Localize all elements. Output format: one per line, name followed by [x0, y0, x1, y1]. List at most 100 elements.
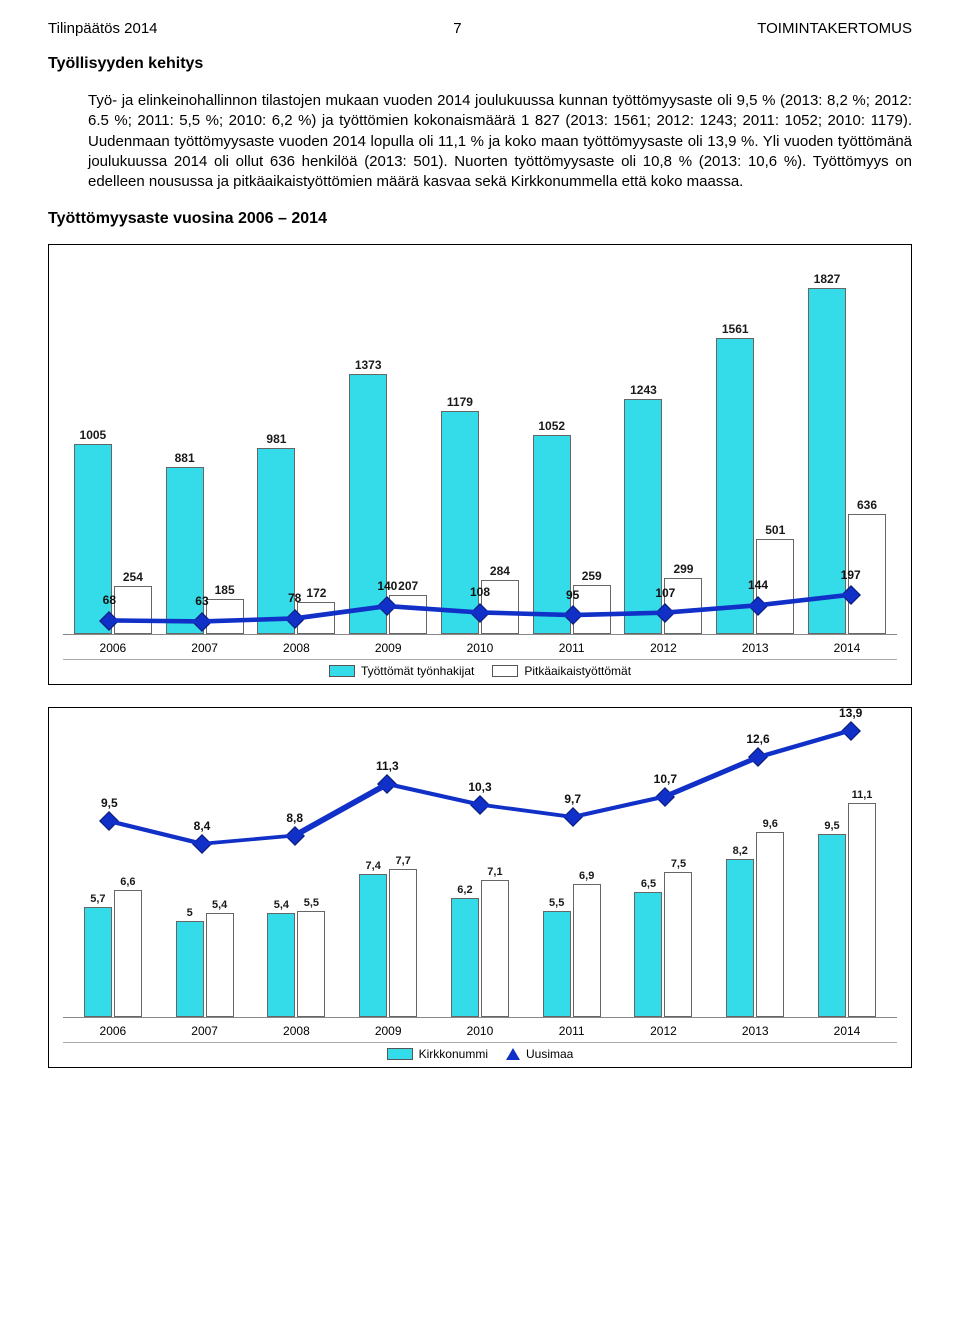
page-header: Tilinpäätös 2014 7 TOIMINTAKERTOMUS [48, 20, 912, 37]
line-value: 197 [841, 568, 861, 582]
bar-label: 1827 [814, 272, 841, 286]
bar-label: 6,2 [457, 884, 472, 896]
year-group: 6,57,5 [634, 718, 692, 1017]
bar-label: 636 [857, 498, 877, 512]
year-group: 1373 207 [349, 255, 427, 634]
line-value: 13,9 [839, 706, 862, 720]
bar-label: 1243 [630, 383, 657, 397]
bar-a [257, 448, 295, 634]
header-right: TOIMINTAKERTOMUS [757, 20, 912, 37]
bar-label: 6,6 [120, 876, 135, 888]
line-value: 8,8 [286, 811, 303, 825]
line-value: 8,4 [194, 819, 211, 833]
swatch-a [329, 665, 355, 677]
year-group: 5,7 6,6 [84, 718, 142, 1017]
bar-a [84, 907, 112, 1017]
bar-label: 5,5 [304, 897, 319, 909]
line-value: 107 [655, 586, 675, 600]
bar-label: 1005 [80, 428, 107, 442]
line-value: 10,7 [654, 772, 677, 786]
bar-a [818, 834, 846, 1017]
bar-label: 185 [215, 583, 235, 597]
x-tick: 2011 [532, 641, 612, 655]
chart-title: Työttömyysaste vuosina 2006 – 2014 [48, 210, 912, 228]
bar-b [848, 803, 876, 1017]
bar-a [533, 435, 571, 634]
bar-label: 254 [123, 570, 143, 584]
x-tick: 2014 [807, 641, 887, 655]
x-tick: 2006 [73, 1024, 153, 1038]
bar-label: 1561 [722, 322, 749, 336]
bar-a [441, 411, 479, 634]
x-tick: 2007 [165, 1024, 245, 1038]
line-value: 11,3 [376, 759, 399, 773]
bar-label: 1373 [355, 358, 382, 372]
bar-label: 6,5 [641, 878, 656, 890]
bar-a [267, 913, 295, 1017]
bar-label: 207 [398, 579, 418, 593]
year-group: 9,511,1 [818, 718, 876, 1017]
swatch-b [492, 665, 518, 677]
legend2-label-a: Kirkkonummi [419, 1047, 488, 1061]
bar-label: 299 [673, 562, 693, 576]
year-group: 55,4 [176, 718, 234, 1017]
year-group: 1052 259 [533, 255, 611, 634]
x-tick: 2012 [623, 641, 703, 655]
x-tick: 2006 [73, 641, 153, 655]
bar-a [726, 859, 754, 1017]
bar-label: 5,7 [90, 893, 105, 905]
year-group: 981 172 [257, 255, 335, 634]
bar-a [166, 467, 204, 634]
year-group: 1005 254 [74, 255, 152, 634]
line-value: 78 [288, 591, 301, 605]
year-group: 881 185 [166, 255, 244, 634]
bar-label: 172 [306, 586, 326, 600]
x-tick: 2009 [348, 641, 428, 655]
chart2-legend: Kirkkonummi Uusimaa [63, 1042, 897, 1063]
year-group: 6,2 7,1 [451, 718, 509, 1017]
bar-b [114, 586, 152, 634]
bar-label: 981 [266, 432, 286, 446]
body-paragraph: Työ- ja elinkeinohallinnon tilastojen mu… [88, 91, 912, 192]
bar-label: 7,7 [396, 855, 411, 867]
bar-label: 9,5 [824, 820, 839, 832]
bar-label: 259 [582, 569, 602, 583]
bar-a [543, 911, 571, 1017]
legend-item-a: Työttömät työnhakijat [329, 664, 474, 678]
bar-b [206, 913, 234, 1017]
chart1-frame: 1005254688811856398117278137320714011792… [48, 244, 912, 685]
chart2-frame: 5,76,69,555,48,45,45,58,87,47,711,36,27,… [48, 707, 912, 1068]
bar-label: 5 [187, 907, 193, 919]
bar-label: 284 [490, 564, 510, 578]
bar-a [808, 288, 846, 634]
header-page: 7 [453, 20, 461, 37]
bar-label: 9,6 [763, 818, 778, 830]
bar-a [176, 921, 204, 1018]
section-title: Työllisyyden kehitys [48, 55, 912, 73]
x-tick: 2007 [165, 641, 245, 655]
bar-label: 7,1 [487, 866, 502, 878]
x-tick: 2010 [440, 641, 520, 655]
bar-label: 501 [765, 523, 785, 537]
line-value: 12,6 [746, 732, 769, 746]
line-value: 68 [103, 593, 116, 607]
line-value: 108 [470, 585, 490, 599]
bar-label: 1052 [538, 419, 565, 433]
chart2-area: 5,76,69,555,48,45,45,58,87,47,711,36,27,… [63, 718, 897, 1018]
bar-label: 5,4 [212, 899, 227, 911]
x-tick: 2014 [807, 1024, 887, 1038]
year-group: 5,56,9 [543, 718, 601, 1017]
x-tick: 2010 [440, 1024, 520, 1038]
bar-label: 7,4 [366, 860, 381, 872]
bar-label: 881 [175, 451, 195, 465]
chart2-xaxis: 200620072008200920102011201220132014 [63, 1018, 897, 1042]
bar-label: 5,4 [274, 899, 289, 911]
header-left: Tilinpäätös 2014 [48, 20, 158, 37]
line-value: 63 [195, 594, 208, 608]
bar-a [359, 874, 387, 1017]
legend2-item-a: Kirkkonummi [387, 1047, 488, 1061]
line-value: 95 [566, 588, 579, 602]
legend2-label-b: Uusimaa [526, 1047, 573, 1061]
legend-label-a: Työttömät työnhakijat [361, 664, 474, 678]
year-group: 1243 299 [624, 255, 702, 634]
